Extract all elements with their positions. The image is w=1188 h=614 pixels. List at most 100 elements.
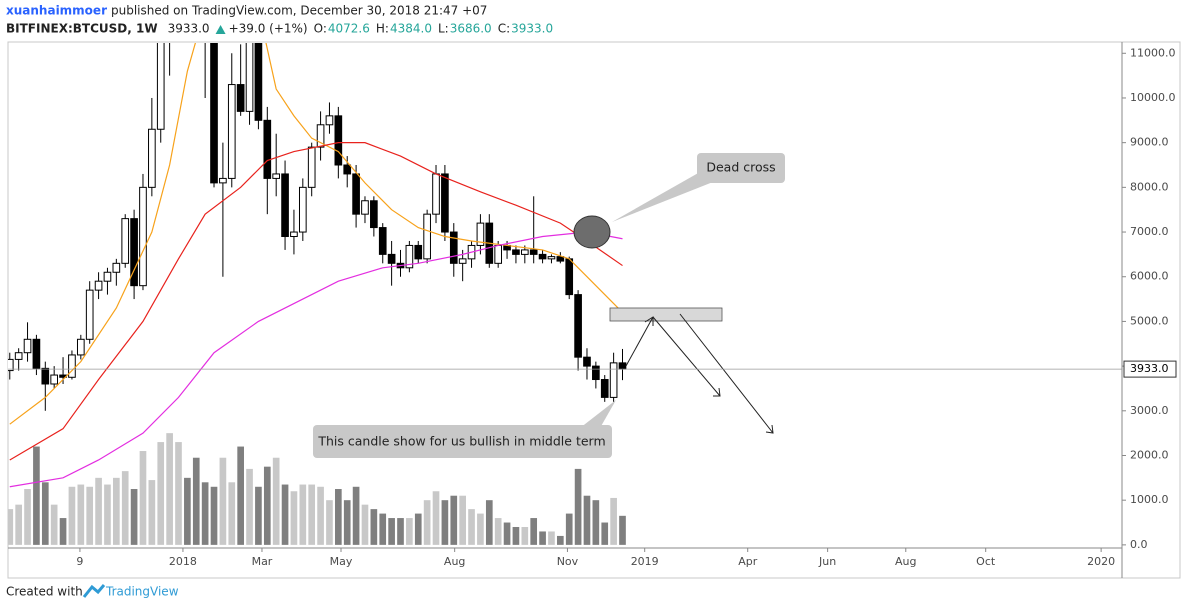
last-price-label: 3933.0 [1130,362,1169,375]
change: +39.0 (+1%) [229,22,308,36]
x-tick-label: 2019 [631,555,659,568]
volume-bar [361,504,369,545]
symbol: BITFINEX:BTCUSD, 1W [6,22,158,36]
volume-bar [574,468,582,545]
author[interactable]: xuanhaimmoer [6,4,107,18]
volume-bar [50,504,58,545]
candle-body [85,289,94,340]
volume-bar [335,489,342,545]
volume-bar [388,518,395,545]
candle-body [494,244,503,264]
volume-bar [592,500,600,545]
candle-body [512,249,520,255]
candle-body [352,173,360,215]
y-tick-label: 5000.0 [1130,314,1169,327]
y-tick-label: 11000.0 [1130,46,1176,59]
candle-body [94,280,103,291]
volume-bar [24,489,31,545]
candle-body [343,164,352,175]
candle-body [370,200,378,229]
ohlc-label: C: [498,22,510,36]
candle-body [618,362,627,370]
volume-bar [41,482,49,545]
annotation: Dead cross [706,160,775,175]
candle-body [600,379,609,398]
volume-bar [512,526,520,545]
volume-bar [406,518,413,545]
volume-bar [494,518,502,545]
volume-bar [281,484,289,545]
volume-bar [263,466,271,545]
moving-average [9,43,623,425]
candle-body [272,173,281,179]
y-tick-label: 10000.0 [1130,91,1176,104]
moving-average [9,142,623,461]
candle-body [441,173,449,233]
candle-body [139,186,147,287]
up-arrow [215,25,226,34]
volume-bar [530,518,538,545]
candle-body [387,253,396,264]
bullish-callout: This candle show for us bullish in middl… [313,400,616,458]
x-tick-label: 2018 [169,555,197,568]
volume-bar [184,477,191,545]
volume-bar [370,509,378,545]
candle-body [316,124,325,148]
volume-bar [583,495,591,545]
volume-bar [95,477,102,545]
volume-bar [548,531,555,545]
candle-body [103,271,112,282]
volume-bar [139,451,147,545]
footer-brand[interactable]: TradingView [105,585,179,599]
candle-body [529,249,538,255]
annotation: This candle show for us bullish in middl… [317,434,605,449]
candle-body [281,173,289,238]
volume-bar [228,482,236,545]
candle-body [290,231,298,238]
volume-bar [565,513,573,545]
candle-body [583,356,591,367]
candle-body [547,256,556,260]
volume-bar [450,495,458,545]
candle-body [405,244,414,269]
volume-bar [68,486,76,545]
y-tick-label: 6000.0 [1130,270,1169,283]
volume-bar [521,526,529,545]
x-tick-label: 2020 [1087,555,1115,568]
volume-bar [210,486,218,545]
ohlc-label: O: [314,22,327,36]
ohlc-value: 3933.0 [511,22,553,36]
volume-bar [8,509,14,545]
volume-bar [414,513,422,545]
candle-body [41,367,50,385]
volume-bar [272,457,280,545]
candle-body [334,115,343,166]
symbol-line: BITFINEX:BTCUSD, 1W 3933.0 +39.0 (+1%) O: 4… [6,22,553,36]
volume-bar [201,482,209,545]
candle-body [565,258,574,296]
candle-body [148,128,156,188]
candle-body [414,244,423,260]
candle-body [130,218,138,287]
candle-body [50,374,59,385]
candle-body [574,294,582,358]
last-price-box [1123,360,1177,378]
candle-body [378,227,387,255]
candle-body [219,177,227,184]
volume-bar [237,446,244,545]
volume-bar [397,518,404,545]
x-tick-label: Nov [557,555,579,568]
volume-bar [77,484,85,545]
candle-body [156,43,165,130]
y-tick-label: 7000.0 [1130,225,1169,238]
x-tick-label: Aug [895,555,916,568]
volume-bar [15,504,22,545]
candle-body [592,365,600,381]
chart-frame [7,41,1181,579]
candle-body [227,84,236,179]
volume-bar [423,500,431,545]
candle-body [520,249,529,255]
volume-bar [255,486,262,545]
volume-bar [113,477,120,545]
